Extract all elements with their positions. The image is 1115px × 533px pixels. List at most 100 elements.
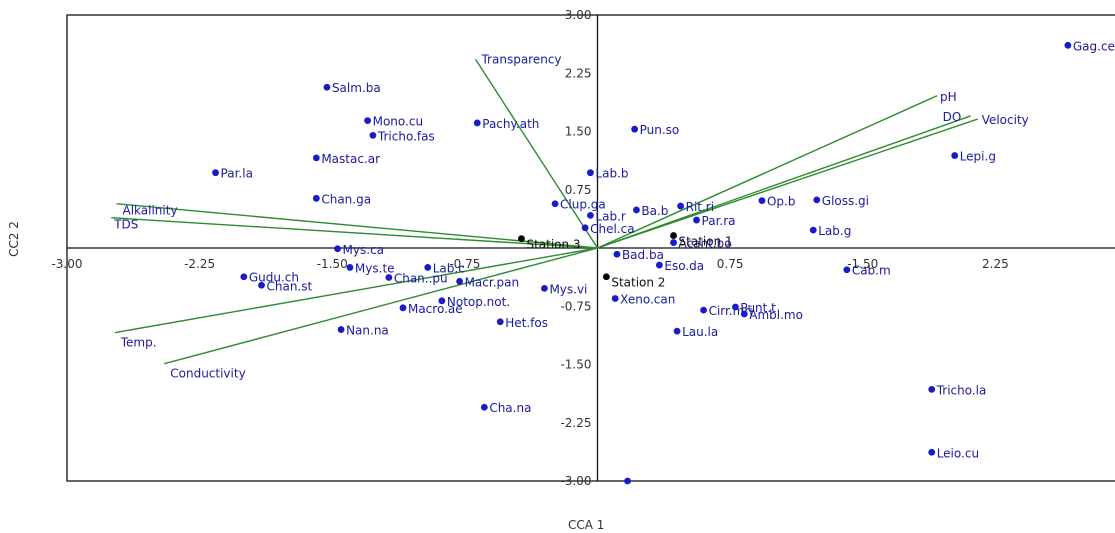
species-point-salm-ba — [323, 83, 331, 91]
species-label-pun-so: Pun.so — [640, 123, 680, 137]
vector-velocity — [597, 118, 978, 249]
species-label-chel-ca: Chel.ca — [590, 222, 634, 236]
species-label-eso-da: Eso.da — [664, 259, 704, 273]
species-label-xeno-can: Xeno.can — [620, 292, 675, 306]
species-point-clup-ga — [551, 200, 559, 208]
species-label-mys-ca: Mys.ca — [343, 243, 384, 257]
species-label-macro-ae: Macro.ae — [408, 302, 463, 316]
species-label-mys-te: Mys.te — [355, 261, 395, 275]
station-point-station-1 — [670, 232, 677, 239]
species-point-par-ra — [693, 216, 700, 224]
vector-label-ph: pH — [940, 90, 957, 104]
y-axis-title: CC2 2 — [6, 221, 21, 257]
species-label-lab-c: Lab.c — [433, 261, 465, 275]
vector-do — [597, 115, 971, 249]
species-label-cha-na: Cha.na — [489, 401, 531, 415]
species-point-het-fos — [496, 318, 504, 326]
y-tick-label: -3.00 — [560, 474, 591, 488]
species-point-gudu-ch — [240, 273, 248, 281]
x-tick-label: -3.00 — [51, 257, 82, 271]
y-tick-label: -0.75 — [560, 299, 591, 313]
species-label-het-fos: Het.fos — [505, 316, 548, 330]
species-label-gag-ce: Gag.ce — [1073, 39, 1115, 53]
species-point-tricho-fas — [369, 131, 377, 139]
species-label-mys-vi: Mys.vi — [549, 282, 587, 296]
species-point-pun-so — [631, 125, 639, 133]
station-label-station-2: Station 2 — [611, 276, 665, 290]
species-label-tricho-la: Tricho.la — [936, 383, 987, 397]
species-label-par-la: Par.la — [221, 167, 253, 181]
species-point-macro-ae — [399, 304, 407, 312]
vector-label-conductivity: Conductivity — [170, 367, 245, 381]
species-label-nan-na: Nan.na — [346, 324, 389, 338]
species-label-macr-pan: Macr.pan — [465, 275, 520, 289]
species-label-gloss-gi: Gloss.gi — [822, 194, 869, 208]
species-point-lab-r — [587, 211, 594, 219]
vector-conductivity — [164, 247, 598, 365]
species-point-chan-pu — [385, 274, 393, 281]
station-points: Station 1 Station 2 Station 3 — [518, 232, 733, 290]
y-tick-label: 2.25 — [565, 66, 592, 80]
species-label-chan-st: Chan.st — [267, 279, 313, 293]
species-point-par-la — [212, 169, 219, 177]
species-label-rit-ri: Rit.ri — [686, 200, 714, 214]
station-point-station-2 — [602, 273, 610, 281]
species-label-salm-ba: Salm.ba — [332, 81, 381, 95]
species-point-mono-cu — [364, 117, 372, 125]
species-point-chan-st — [258, 281, 265, 289]
vector-label-temp: Temp. — [120, 336, 157, 350]
species-point-eso-da — [655, 261, 663, 269]
species-label-lab-g: Lab.g — [818, 224, 851, 238]
species-point-gloss-gi — [813, 196, 821, 204]
x-tick-label: 2.25 — [982, 257, 1009, 271]
y-tick-label: 3.00 — [565, 8, 592, 22]
vector-label-do: DO — [943, 110, 962, 124]
station-point-station-3 — [518, 235, 525, 243]
vector-transparency — [474, 58, 599, 249]
x-tick-label: -1.50 — [847, 257, 878, 271]
species-point-pachy-ath — [473, 119, 481, 127]
species-label-ba-b: Ba.b — [641, 204, 668, 218]
species-label-notop-not: Notop.not. — [447, 295, 510, 309]
species-point-notop-not — [438, 297, 446, 305]
species-label-cab-m: Cab.m — [852, 264, 891, 278]
species-label-chan-ga: Chan.ga — [321, 192, 371, 206]
species-point-lepi-g — [951, 152, 959, 159]
x-tick-label: 0.75 — [717, 257, 744, 271]
species-point-ba-b — [633, 206, 640, 214]
y-tick-label: 0.75 — [565, 183, 592, 197]
species-label-leio-cu: Leio.cu — [937, 446, 979, 460]
species-label-lepi-g: Lepi.g — [960, 150, 996, 164]
vector-label-alkalinity: Alkalinity — [123, 204, 178, 218]
species-point-leio-cu — [928, 448, 936, 456]
species-points: Gag.ce Lepi.g Gloss.gi Op.b Lab.g Cab.m Rit.ri… — [212, 39, 1115, 485]
species-point-cha-na — [480, 403, 488, 411]
species-point-unlabeled — [624, 477, 631, 485]
vector-tds — [111, 217, 598, 249]
species-point-punt-t — [732, 303, 739, 311]
species-label-chan-pu: Chan..pu — [394, 272, 448, 286]
vector-temp — [114, 247, 598, 334]
species-label-ambl-mo: Ambl.mo — [749, 308, 803, 322]
vector-label-transparency: Transparency — [480, 52, 561, 66]
species-point-mastac-ar — [312, 154, 320, 162]
species-label-punt-t: Punt.t — [740, 301, 776, 315]
vector-label-tds: TDS — [113, 218, 138, 232]
species-point-gag-ce — [1064, 41, 1072, 49]
species-label-mastac-ar: Mastac.ar — [321, 152, 380, 166]
species-point-lau-la — [673, 327, 681, 335]
vector-alkalinity — [116, 203, 598, 249]
x-tick-label: -1.50 — [317, 257, 348, 271]
x-tick-label: -0.75 — [449, 257, 480, 271]
species-point-macr-pan — [456, 277, 463, 285]
species-point-mys-te — [346, 264, 354, 271]
y-tick-label: -2.25 — [560, 416, 591, 430]
species-label-lab-r: Lab.r — [595, 209, 625, 223]
species-point-mys-vi — [541, 284, 548, 292]
x-axis-title: CCA 1 — [568, 518, 605, 532]
species-point-cirr-mri — [700, 306, 707, 314]
species-label-par-ra: Par.ra — [702, 214, 736, 228]
species-label-gudu-ch: Gudu.ch — [249, 271, 299, 285]
species-label-lau-la: Lau.la — [682, 325, 718, 339]
